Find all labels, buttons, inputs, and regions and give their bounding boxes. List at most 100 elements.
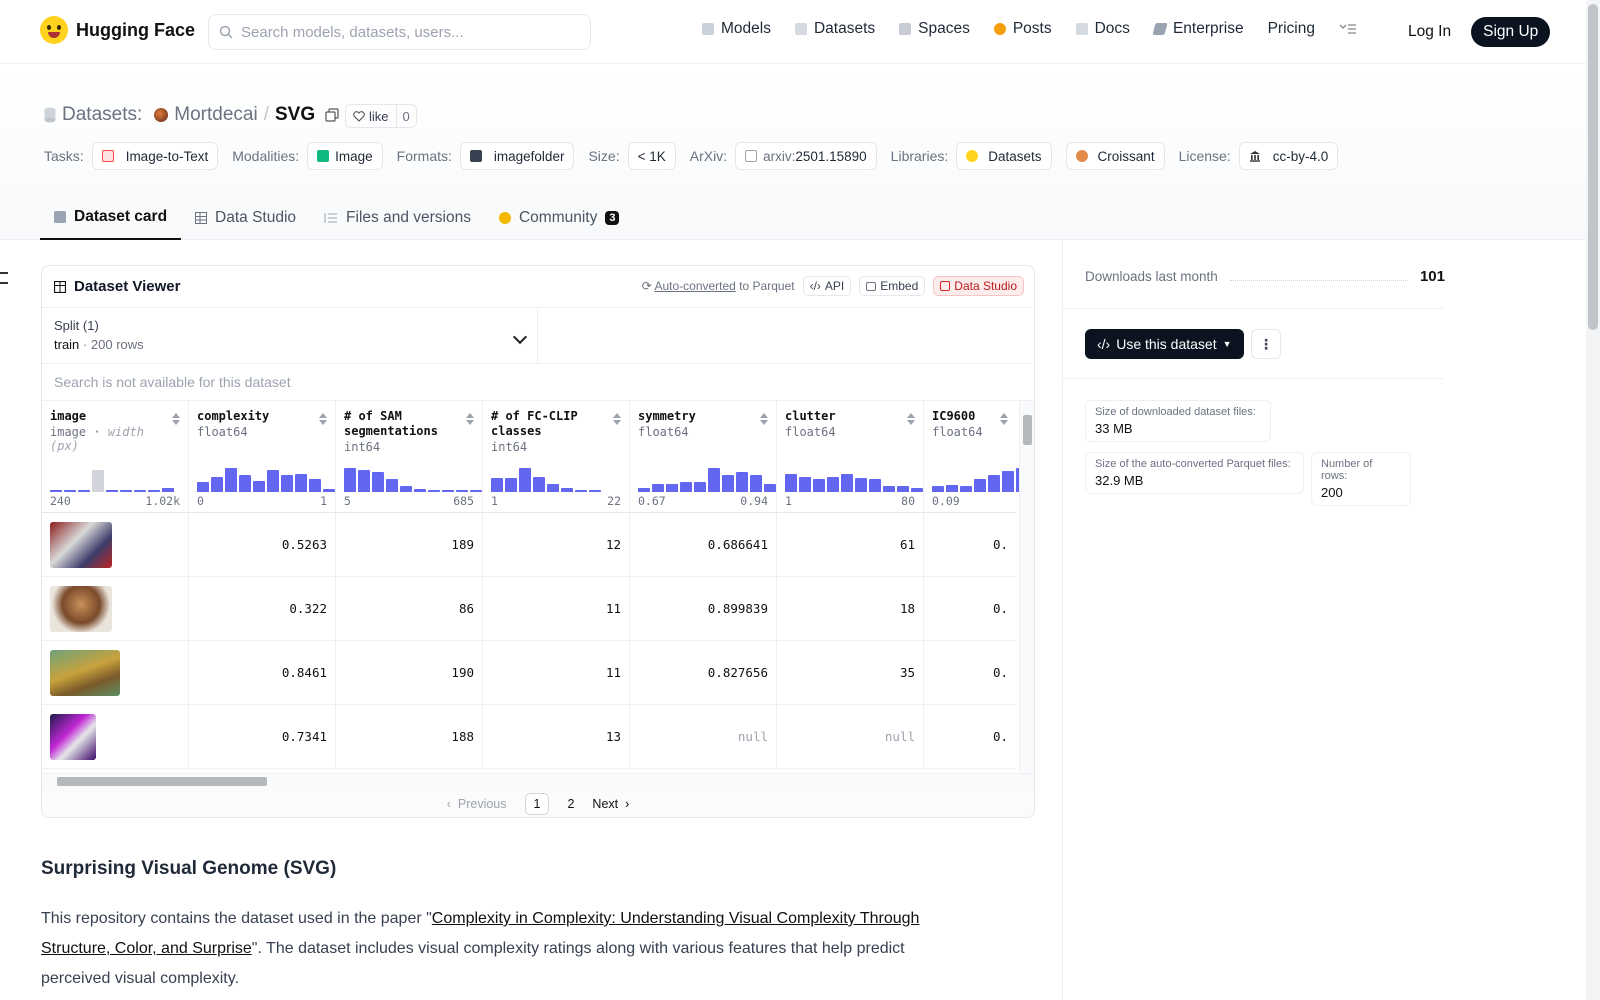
column-header[interactable]: IC9600 float64 0.09 xyxy=(924,401,1028,513)
histogram-bar[interactable] xyxy=(694,482,706,492)
image-cell[interactable] xyxy=(42,577,188,641)
histogram-bar[interactable] xyxy=(162,488,174,492)
breadcrumb-user[interactable]: Mortdecai xyxy=(174,104,258,125)
histogram-bar[interactable] xyxy=(736,472,748,492)
signup-button[interactable]: Sign Up xyxy=(1471,17,1551,47)
image-cell[interactable] xyxy=(42,705,188,769)
tag-library-datasets[interactable]: Datasets xyxy=(956,142,1052,170)
image-thumbnail[interactable] xyxy=(50,713,96,760)
api-button[interactable]: ‹/› API xyxy=(802,276,852,296)
tab-dataset-card[interactable]: Dataset card xyxy=(40,196,182,240)
histogram-bar[interactable] xyxy=(414,489,426,492)
sort-icon[interactable] xyxy=(1000,413,1008,425)
table-cell[interactable]: 18 xyxy=(777,577,923,641)
table-cell[interactable]: 188 xyxy=(336,705,482,769)
histogram-bar[interactable] xyxy=(750,475,762,492)
histogram-bar[interactable] xyxy=(960,486,972,492)
histogram-bar[interactable] xyxy=(491,478,503,492)
column-header[interactable]: symmetry float64 0.67 0.94 xyxy=(630,401,790,513)
histogram-bar[interactable] xyxy=(561,488,573,492)
page-2-button[interactable]: 2 xyxy=(567,797,575,811)
table-cell[interactable]: 0. xyxy=(924,705,1016,769)
histogram-bar[interactable] xyxy=(519,468,531,492)
tab-community[interactable]: Community 3 xyxy=(485,196,634,240)
grid-vertical-scrollbar[interactable] xyxy=(1019,401,1034,773)
histogram-bar[interactable] xyxy=(547,484,559,492)
histogram-bar[interactable] xyxy=(974,479,986,492)
tag-library-croissant[interactable]: Croissant xyxy=(1065,142,1165,170)
table-cell[interactable]: 0. xyxy=(924,641,1016,705)
histogram-bar[interactable] xyxy=(428,490,440,492)
logo[interactable]: Hugging Face xyxy=(40,16,195,44)
paper-link[interactable]: Complexity in Complexity: Understanding … xyxy=(41,910,920,957)
login-link[interactable]: Log In xyxy=(1408,23,1452,40)
nav-datasets[interactable]: Datasets xyxy=(794,20,875,38)
histogram-bar[interactable] xyxy=(988,475,1000,492)
histogram-bar[interactable] xyxy=(533,477,545,492)
histogram-bar[interactable] xyxy=(897,486,909,492)
histogram-bar[interactable] xyxy=(148,490,160,492)
image-cell[interactable] xyxy=(42,513,188,577)
table-cell[interactable]: 190 xyxy=(336,641,482,705)
auto-converted-link[interactable]: Auto-converted xyxy=(654,279,736,293)
column-header[interactable]: complexity float64 0 1 xyxy=(189,401,335,513)
search-input[interactable] xyxy=(241,23,571,41)
column-header[interactable]: image image · width (px) 240 1.02k xyxy=(42,401,188,513)
histogram-bar[interactable] xyxy=(344,468,356,492)
repo-name[interactable]: SVG xyxy=(274,104,316,125)
column-header[interactable]: clutter float64 1 80 xyxy=(777,401,937,513)
histogram-bar[interactable] xyxy=(386,479,398,492)
data-studio-button[interactable]: Data Studio xyxy=(933,276,1024,296)
tab-data-studio[interactable]: Data Studio xyxy=(181,196,310,240)
tag-task[interactable]: Image-to-Text xyxy=(91,142,219,170)
histogram-bar[interactable] xyxy=(869,479,881,492)
nav-pricing[interactable]: Pricing xyxy=(1268,20,1315,38)
table-cell[interactable]: 12 xyxy=(483,513,629,577)
grid-horizontal-scrollbar[interactable] xyxy=(42,773,1034,788)
nav-spaces[interactable]: Spaces xyxy=(899,20,970,38)
histogram-bar[interactable] xyxy=(883,486,895,492)
table-cell[interactable]: 0.686641 xyxy=(630,513,776,577)
sort-icon[interactable] xyxy=(760,413,768,425)
tab-files[interactable]: Files and versions xyxy=(310,196,485,240)
histogram-bar[interactable] xyxy=(575,490,587,492)
histogram-bar[interactable] xyxy=(456,490,468,492)
table-cell[interactable]: 11 xyxy=(483,641,629,705)
histogram-bar[interactable] xyxy=(400,486,412,492)
histogram-bar[interactable] xyxy=(134,490,146,492)
nav-enterprise[interactable]: Enterprise xyxy=(1152,20,1244,38)
histogram-bar[interactable] xyxy=(120,490,132,492)
copy-icon[interactable] xyxy=(325,108,339,122)
histogram-bar[interactable] xyxy=(708,468,720,492)
table-cell[interactable]: 0.8461 xyxy=(189,641,335,705)
histogram-bar[interactable] xyxy=(295,474,307,492)
table-cell[interactable]: null xyxy=(630,705,776,769)
tag-format[interactable]: imagefolder xyxy=(459,142,575,170)
histogram-bar[interactable] xyxy=(323,489,335,492)
table-cell[interactable]: 61 xyxy=(777,513,923,577)
sort-icon[interactable] xyxy=(466,413,474,425)
tag-modality[interactable]: Image xyxy=(307,142,383,170)
table-cell[interactable]: 0.5263 xyxy=(189,513,335,577)
histogram-bar[interactable] xyxy=(680,482,692,492)
histogram-bar[interactable] xyxy=(239,475,251,492)
image-thumbnail[interactable] xyxy=(50,585,112,632)
global-search[interactable] xyxy=(208,14,591,50)
histogram-bar[interactable] xyxy=(64,490,76,492)
table-cell[interactable]: 0.322 xyxy=(189,577,335,641)
histogram-bar[interactable] xyxy=(267,470,279,492)
table-cell[interactable]: null xyxy=(777,705,923,769)
histogram-bar[interactable] xyxy=(841,474,853,492)
page-scrollbar[interactable] xyxy=(1586,0,1600,1000)
image-thumbnail[interactable] xyxy=(50,521,112,568)
table-cell[interactable]: 35 xyxy=(777,641,923,705)
image-thumbnail[interactable] xyxy=(50,649,120,696)
nav-models[interactable]: Models xyxy=(702,20,771,38)
histogram-bar[interactable] xyxy=(638,488,650,492)
column-header[interactable]: # of SAM segmentations int64 5 685 xyxy=(336,401,482,513)
histogram-bar[interactable] xyxy=(253,481,265,492)
histogram-bar[interactable] xyxy=(827,477,839,492)
image-cell[interactable] xyxy=(42,641,188,705)
histogram-bar[interactable] xyxy=(442,490,454,492)
histogram-bar[interactable] xyxy=(197,482,209,492)
